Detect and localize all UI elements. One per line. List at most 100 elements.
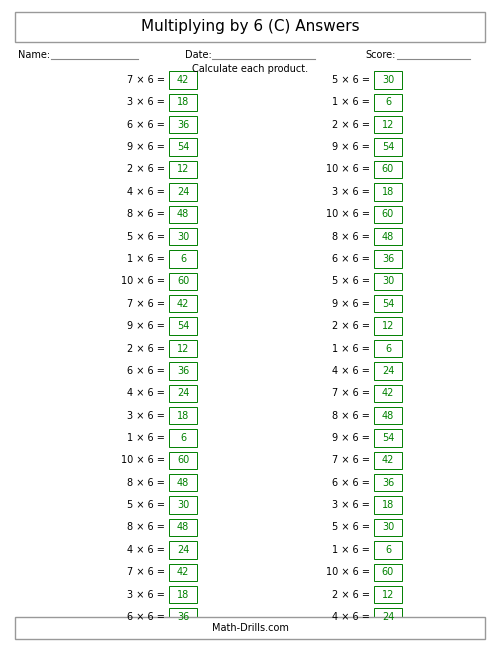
Text: 24: 24 — [177, 545, 189, 555]
Text: 10 × 6 =: 10 × 6 = — [121, 455, 165, 465]
Text: 48: 48 — [382, 411, 394, 421]
Text: 54: 54 — [382, 299, 394, 309]
Text: 18: 18 — [177, 411, 189, 421]
Bar — [374, 586, 402, 604]
Text: 6: 6 — [385, 545, 391, 555]
Text: 36: 36 — [177, 612, 189, 622]
Text: 7 × 6 =: 7 × 6 = — [332, 455, 370, 465]
Text: 9 × 6 =: 9 × 6 = — [332, 433, 370, 443]
Text: 6 × 6 =: 6 × 6 = — [127, 120, 165, 130]
Text: 54: 54 — [382, 142, 394, 152]
Text: 24: 24 — [177, 187, 189, 197]
Text: 1 × 6 =: 1 × 6 = — [332, 545, 370, 555]
Bar — [374, 496, 402, 514]
Bar — [169, 318, 197, 335]
Bar — [169, 116, 197, 133]
Text: 1 × 6 =: 1 × 6 = — [332, 98, 370, 107]
Bar — [169, 362, 197, 380]
Text: 6: 6 — [180, 254, 186, 264]
Text: 36: 36 — [382, 254, 394, 264]
Text: 24: 24 — [177, 388, 189, 399]
Bar — [169, 206, 197, 223]
Bar — [169, 340, 197, 357]
Text: 7 × 6 =: 7 × 6 = — [332, 388, 370, 399]
Text: 5 × 6 =: 5 × 6 = — [332, 276, 370, 287]
Bar — [374, 608, 402, 626]
Text: 4 × 6 =: 4 × 6 = — [332, 366, 370, 376]
Text: 4 × 6 =: 4 × 6 = — [332, 612, 370, 622]
Bar — [169, 496, 197, 514]
Text: 1 × 6 =: 1 × 6 = — [127, 254, 165, 264]
Text: 9 × 6 =: 9 × 6 = — [332, 299, 370, 309]
Bar — [169, 71, 197, 89]
Text: 42: 42 — [382, 388, 394, 399]
Text: 54: 54 — [177, 321, 189, 331]
Bar — [374, 429, 402, 446]
Text: 2 × 6 =: 2 × 6 = — [332, 321, 370, 331]
Text: 3 × 6 =: 3 × 6 = — [332, 500, 370, 510]
Bar — [169, 541, 197, 558]
Text: Date:: Date: — [185, 50, 212, 60]
Text: 48: 48 — [177, 477, 189, 488]
Text: Name:: Name: — [18, 50, 50, 60]
Text: 4 × 6 =: 4 × 6 = — [127, 388, 165, 399]
Text: 30: 30 — [177, 232, 189, 241]
Text: 3 × 6 =: 3 × 6 = — [332, 187, 370, 197]
Bar — [374, 94, 402, 111]
Text: 6 × 6 =: 6 × 6 = — [127, 366, 165, 376]
Bar — [169, 183, 197, 201]
Text: 30: 30 — [382, 523, 394, 532]
Bar — [169, 519, 197, 536]
Bar — [374, 206, 402, 223]
Bar — [374, 183, 402, 201]
Bar — [374, 564, 402, 581]
Bar — [374, 474, 402, 492]
Bar — [374, 318, 402, 335]
Text: 8 × 6 =: 8 × 6 = — [332, 411, 370, 421]
Text: 18: 18 — [177, 98, 189, 107]
Bar — [374, 362, 402, 380]
Text: 8 × 6 =: 8 × 6 = — [127, 523, 165, 532]
Text: 6 × 6 =: 6 × 6 = — [332, 477, 370, 488]
Text: 3 × 6 =: 3 × 6 = — [127, 98, 165, 107]
Text: 2 × 6 =: 2 × 6 = — [127, 344, 165, 353]
Text: 48: 48 — [177, 209, 189, 219]
Bar — [374, 138, 402, 156]
Text: 54: 54 — [177, 142, 189, 152]
Text: 48: 48 — [382, 232, 394, 241]
Bar — [15, 12, 485, 42]
Bar — [169, 429, 197, 446]
Text: 18: 18 — [177, 589, 189, 600]
Bar — [169, 94, 197, 111]
Text: 30: 30 — [382, 75, 394, 85]
Bar — [169, 407, 197, 424]
Bar — [374, 340, 402, 357]
Bar — [374, 160, 402, 178]
Text: 9 × 6 =: 9 × 6 = — [332, 142, 370, 152]
Bar — [169, 160, 197, 178]
Text: Math-Drills.com: Math-Drills.com — [212, 623, 288, 633]
Text: 12: 12 — [177, 344, 189, 353]
Text: 5 × 6 =: 5 × 6 = — [127, 500, 165, 510]
Bar — [374, 452, 402, 469]
Bar — [169, 474, 197, 492]
Text: 36: 36 — [177, 120, 189, 130]
Text: 6 × 6 =: 6 × 6 = — [127, 612, 165, 622]
Text: Multiplying by 6 (C) Answers: Multiplying by 6 (C) Answers — [140, 19, 360, 34]
Text: 6: 6 — [385, 98, 391, 107]
Bar — [374, 272, 402, 290]
Bar — [169, 295, 197, 313]
Text: 10 × 6 =: 10 × 6 = — [326, 164, 370, 175]
Text: 12: 12 — [382, 120, 394, 130]
Bar — [374, 295, 402, 313]
Text: 7 × 6 =: 7 × 6 = — [127, 75, 165, 85]
Text: 42: 42 — [382, 455, 394, 465]
Text: 4 × 6 =: 4 × 6 = — [127, 187, 165, 197]
Text: 36: 36 — [382, 477, 394, 488]
Bar — [169, 228, 197, 245]
Bar — [374, 407, 402, 424]
Text: 12: 12 — [382, 321, 394, 331]
Text: 24: 24 — [382, 612, 394, 622]
Text: 30: 30 — [382, 276, 394, 287]
Text: 24: 24 — [382, 366, 394, 376]
